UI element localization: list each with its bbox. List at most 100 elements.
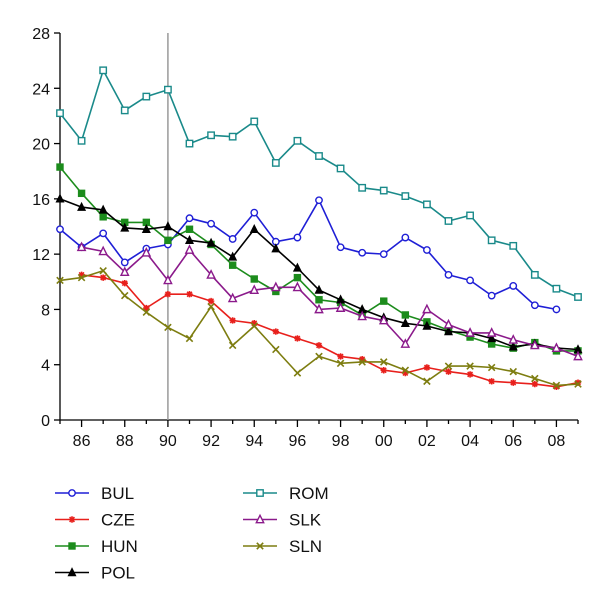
y-tick-label: 24 (32, 81, 50, 98)
data-point (466, 211, 474, 220)
data-point (164, 323, 172, 332)
x-tick-label: 00 (375, 433, 393, 450)
data-point (530, 339, 540, 350)
data-point (401, 311, 410, 319)
data-point (401, 366, 410, 375)
data-point (142, 308, 151, 316)
data-point (185, 214, 194, 223)
data-point (292, 281, 303, 292)
data-point (400, 317, 410, 327)
data-point (337, 353, 344, 360)
data-point (120, 106, 129, 115)
data-point (401, 233, 410, 242)
x-tick-label: 94 (245, 433, 263, 450)
data-point (256, 542, 264, 550)
legend-item-rom: ROM (243, 484, 329, 503)
data-point (143, 304, 150, 312)
data-point (293, 136, 302, 145)
data-point (98, 245, 108, 256)
data-point (120, 222, 130, 232)
data-point (510, 379, 517, 386)
data-point (206, 237, 216, 247)
data-point (99, 213, 107, 221)
series-bul (56, 196, 561, 314)
data-point (443, 318, 454, 329)
data-point (98, 204, 108, 214)
data-point (68, 489, 76, 497)
data-point (531, 374, 539, 383)
data-point (251, 320, 258, 327)
data-point (228, 251, 238, 261)
data-point (68, 516, 76, 523)
data-point (255, 513, 265, 524)
data-point (444, 217, 453, 225)
y-tick-label: 28 (32, 26, 50, 43)
series-hun (56, 163, 582, 355)
data-point (271, 159, 280, 167)
data-point (120, 258, 129, 267)
data-point (207, 297, 215, 305)
data-point (99, 266, 107, 275)
series-line (59, 198, 579, 351)
x-tick-label: 88 (116, 433, 134, 450)
legend-item-pol: POL (55, 564, 135, 583)
data-point (271, 243, 281, 253)
data-point (228, 341, 237, 350)
data-point (487, 291, 496, 300)
series-sln (56, 266, 582, 390)
data-point (229, 317, 236, 324)
data-point (573, 350, 583, 361)
y-tick-label: 20 (32, 137, 50, 154)
data-point (185, 225, 194, 233)
data-point (164, 291, 172, 298)
data-point (444, 270, 453, 279)
data-point (56, 109, 64, 118)
data-point (552, 284, 561, 293)
data-point (55, 193, 65, 203)
data-point (185, 139, 194, 148)
x-tick-label: 86 (73, 433, 91, 450)
data-point (378, 314, 389, 325)
data-point (77, 273, 86, 282)
legend-item-bul: BUL (55, 484, 134, 503)
data-point (315, 342, 323, 349)
series-cze (78, 271, 582, 391)
data-point (228, 132, 237, 141)
data-point (380, 297, 388, 305)
data-point (249, 223, 259, 233)
data-point (228, 261, 237, 269)
data-point (551, 342, 562, 353)
legend-label: POL (101, 564, 135, 583)
data-point (466, 362, 474, 370)
data-point (120, 291, 129, 300)
y-tick-label: 16 (32, 192, 50, 209)
x-tick-label: 92 (202, 433, 220, 450)
series-group (55, 66, 583, 391)
series-pol (55, 193, 583, 354)
data-point (250, 322, 259, 330)
data-point (466, 276, 474, 285)
data-point (486, 327, 497, 337)
data-point (509, 282, 518, 290)
data-point (530, 270, 539, 279)
x-tick-label: 02 (418, 433, 436, 450)
data-point (141, 223, 151, 233)
data-point (315, 352, 323, 361)
data-point (444, 362, 453, 370)
legend-item-slk: SLK (243, 511, 322, 530)
data-point (206, 269, 216, 279)
data-point (402, 369, 409, 377)
data-point (293, 369, 302, 377)
data-point (466, 371, 474, 378)
data-point (315, 296, 323, 304)
data-point (56, 276, 64, 285)
data-point (422, 303, 432, 314)
series-line (81, 246, 579, 358)
data-point (186, 291, 193, 298)
data-point (465, 327, 475, 337)
data-point (423, 200, 431, 209)
series-slk (76, 241, 583, 361)
data-point (314, 303, 324, 314)
data-point (487, 333, 497, 343)
